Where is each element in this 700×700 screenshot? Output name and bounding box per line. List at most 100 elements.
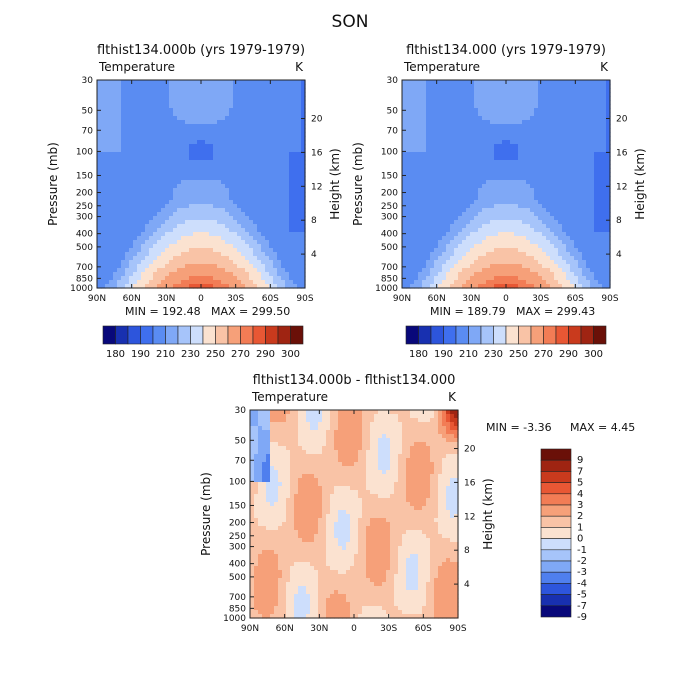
heatmap-cell: [117, 152, 122, 157]
heatmap-cell: [438, 124, 443, 129]
heatmap-cell: [205, 184, 210, 189]
heatmap-cell: [446, 132, 451, 137]
heatmap-cell: [233, 244, 238, 249]
heatmap-cell: [109, 168, 114, 173]
heatmap-cell: [129, 104, 134, 109]
heatmap-cell: [277, 172, 282, 177]
heatmap-cell: [197, 160, 202, 165]
heatmap-cell: [177, 264, 182, 269]
heatmap-cell: [133, 128, 138, 133]
heatmap-cell: [410, 208, 415, 213]
heatmap-cell: [245, 212, 250, 217]
heatmap-cell: [129, 148, 134, 153]
heatmap-cell: [450, 236, 455, 241]
heatmap-cell: [281, 220, 286, 225]
heatmap-cell: [121, 84, 126, 89]
heatmap-cell: [486, 152, 491, 157]
heatmap-cell: [293, 280, 298, 285]
heatmap-cell: [181, 272, 186, 277]
heatmap-cell: [542, 124, 547, 129]
heatmap-cell: [249, 96, 254, 101]
heatmap-cell: [438, 192, 443, 197]
heatmap-cell: [410, 92, 415, 97]
heatmap-cell: [414, 244, 419, 249]
heatmap-cell: [137, 264, 142, 269]
heatmap-cell: [426, 208, 431, 213]
heatmap-cell: [177, 132, 182, 137]
heatmap-cell: [121, 212, 126, 217]
heatmap-cell: [117, 204, 122, 209]
heatmap-cell: [185, 144, 190, 149]
heatmap-cell: [430, 108, 435, 113]
heatmap-cell: [133, 192, 138, 197]
heatmap-cell: [486, 220, 491, 225]
heatmap-cell: [237, 116, 242, 121]
heatmap-cell: [237, 140, 242, 145]
heatmap-cell: [426, 236, 431, 241]
heatmap-cell: [141, 100, 146, 105]
heatmap-cell: [297, 240, 302, 245]
heatmap-cell: [97, 280, 102, 285]
heatmap-cell: [414, 212, 419, 217]
heatmap-cell: [125, 208, 130, 213]
heatmap-cell: [550, 104, 555, 109]
heatmap-cell: [125, 172, 130, 177]
heatmap-cell: [197, 280, 202, 285]
heatmap-cell: [141, 160, 146, 165]
heatmap-cell: [458, 188, 463, 193]
heatmap-cell: [201, 92, 206, 97]
heatmap-cell: [458, 224, 463, 229]
heatmap-cell: [105, 176, 110, 181]
heatmap-cell: [133, 264, 138, 269]
heatmap-cell: [145, 276, 150, 281]
heatmap-cell: [257, 88, 262, 93]
heatmap-cell: [97, 120, 102, 125]
heatmap-cell: [265, 152, 270, 157]
heatmap-cell: [141, 232, 146, 237]
heatmap-cell: [426, 112, 431, 117]
heatmap-cell: [173, 136, 178, 141]
heatmap-cell: [450, 196, 455, 201]
heatmap-cell: [285, 108, 290, 113]
heatmap-cell: [277, 132, 282, 137]
heatmap-cell: [261, 224, 266, 229]
heatmap-cell: [438, 212, 443, 217]
heatmap-cell: [578, 132, 583, 137]
heatmap-cell: [101, 188, 106, 193]
heatmap-cell: [594, 140, 599, 145]
heatmap-cell: [253, 244, 258, 249]
heatmap-cell: [133, 168, 138, 173]
heatmap-cell: [165, 140, 170, 145]
y-tick-label: 400: [76, 230, 93, 240]
heatmap-cell: [229, 256, 234, 261]
heatmap-cell: [281, 240, 286, 245]
heatmap-cell: [221, 252, 226, 257]
heatmap-cell: [518, 192, 523, 197]
heatmap-cell: [245, 268, 250, 273]
heatmap-cell: [482, 156, 487, 161]
heatmap-cell: [261, 232, 266, 237]
heatmap-cell: [446, 248, 451, 253]
heatmap-cell: [450, 248, 455, 253]
heatmap-cell: [410, 180, 415, 185]
heatmap-cell: [550, 176, 555, 181]
heatmap-cell: [197, 264, 202, 269]
heatmap-cell: [265, 256, 270, 261]
heatmap-cell: [406, 80, 411, 85]
heatmap-cell: [518, 204, 523, 209]
heatmap-cell: [169, 116, 174, 121]
heatmap-cell: [137, 160, 142, 165]
heatmap-cell: [281, 132, 286, 137]
heatmap-cell: [113, 132, 118, 137]
heatmap-cell: [181, 208, 186, 213]
heatmap-cell: [157, 260, 162, 265]
heatmap-cell: [165, 180, 170, 185]
heatmap-cell: [197, 156, 202, 161]
heatmap-cell: [237, 100, 242, 105]
heatmap-cell: [273, 132, 278, 137]
heatmap-cell: [197, 136, 202, 141]
heatmap-cell: [205, 208, 210, 213]
heatmap-cell: [229, 108, 234, 113]
heatmap-cell: [606, 232, 611, 237]
heatmap-cell: [430, 160, 435, 165]
